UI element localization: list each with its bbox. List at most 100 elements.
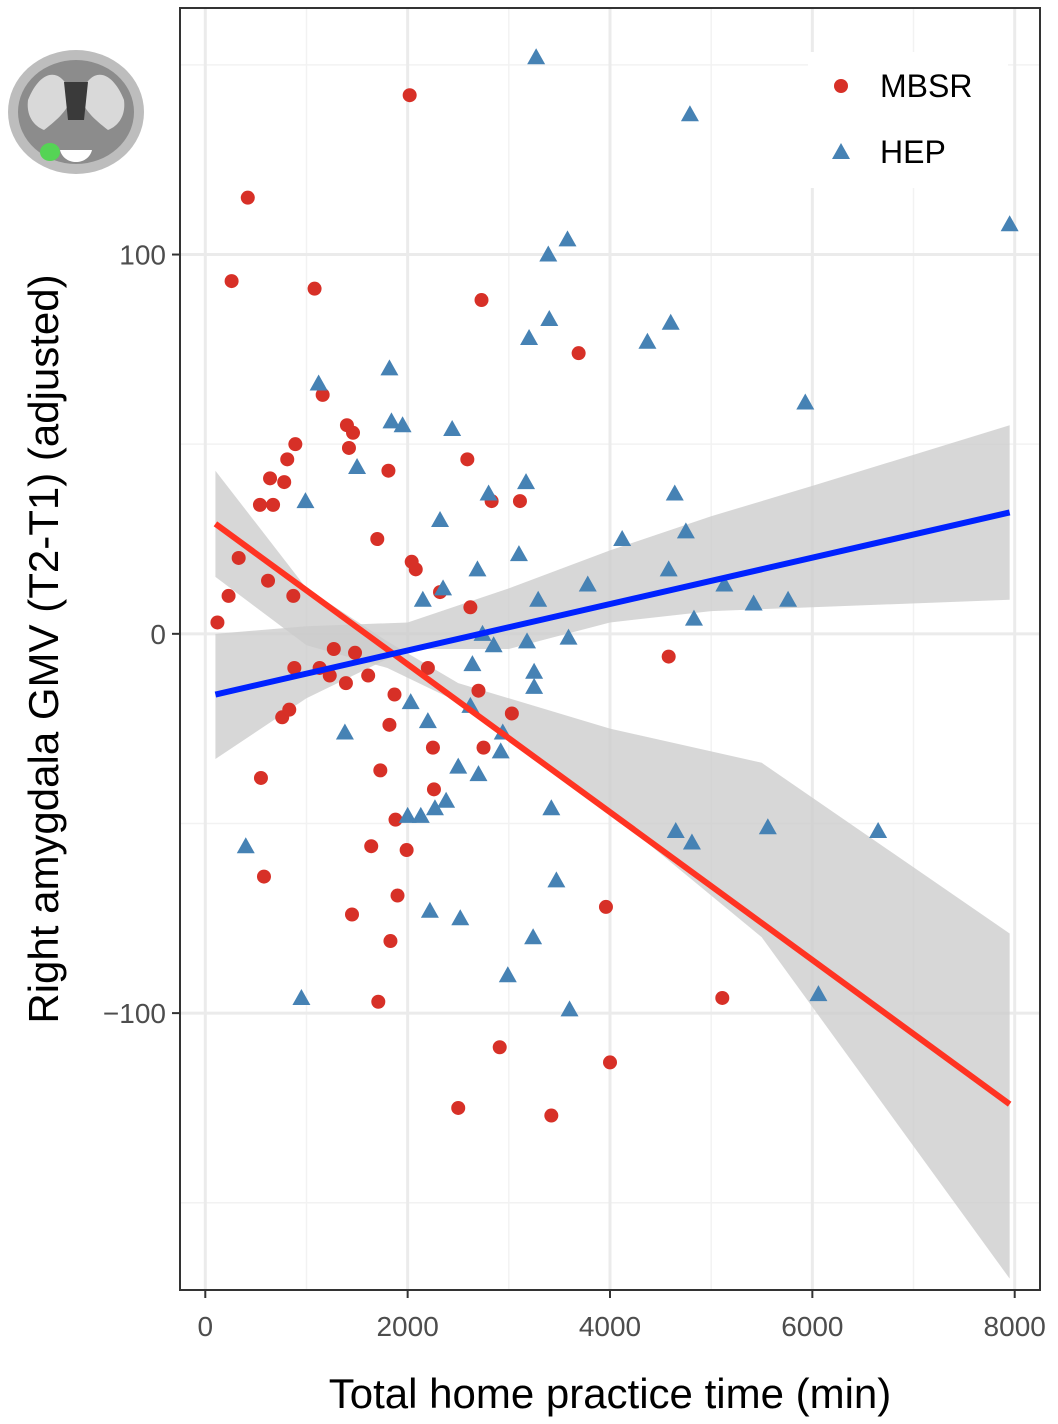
point-hep: [613, 530, 632, 547]
point-mbsr: [224, 274, 239, 289]
point-hep: [236, 837, 255, 854]
point-hep: [463, 655, 482, 672]
point-mbsr: [231, 550, 246, 565]
point-hep: [809, 985, 828, 1002]
point-mbsr: [420, 660, 435, 675]
point-mbsr: [263, 471, 278, 486]
point-mbsr: [346, 425, 361, 440]
point-hep: [665, 484, 684, 501]
y-axis-title: Right amygdala GMV (T2-T1) (adjusted): [20, 274, 67, 1023]
point-hep: [527, 48, 546, 65]
point-mbsr: [451, 1100, 466, 1115]
point-mbsr: [345, 907, 359, 922]
point-mbsr: [603, 1055, 617, 1070]
point-mbsr: [425, 740, 440, 755]
point-mbsr: [315, 387, 330, 402]
point-mbsr: [399, 843, 414, 858]
y-tick-label: −100: [103, 998, 166, 1029]
point-hep: [638, 332, 657, 349]
point-hep: [578, 575, 597, 592]
x-axis: 0 2000 4000 6000 8000: [198, 1290, 1046, 1342]
point-mbsr: [408, 562, 423, 577]
point-hep: [676, 522, 695, 539]
point-mbsr: [221, 588, 236, 603]
point-mbsr: [361, 668, 376, 683]
point-hep: [469, 765, 488, 782]
point-hep: [542, 799, 561, 816]
point-hep: [393, 416, 412, 433]
legend-key-mbsr: [834, 79, 848, 93]
point-mbsr: [390, 888, 405, 903]
point-mbsr: [476, 740, 491, 755]
point-hep: [659, 560, 678, 577]
point-hep: [779, 590, 798, 607]
point-mbsr: [307, 281, 322, 296]
point-mbsr: [661, 649, 676, 664]
fit-lines: [213, 509, 1012, 1107]
point-mbsr: [512, 494, 527, 509]
point-hep: [684, 609, 703, 626]
point-mbsr: [288, 437, 303, 452]
y-axis: −100 0 100: [103, 240, 180, 1029]
point-hep: [382, 412, 401, 429]
legend: MBSR HEP: [808, 52, 1008, 188]
point-hep: [1000, 215, 1019, 232]
point-mbsr: [474, 293, 489, 308]
point-hep: [434, 579, 453, 596]
point-mbsr: [471, 683, 486, 698]
point-mbsr: [286, 588, 301, 603]
point-mbsr: [504, 706, 519, 721]
confidence-bands: [215, 425, 1010, 1279]
point-hep: [431, 511, 450, 528]
point-hep: [292, 988, 311, 1005]
point-hep: [666, 822, 685, 839]
legend-label-hep: HEP: [880, 134, 946, 170]
brain-slice-inset-icon: [8, 50, 144, 174]
point-hep: [539, 245, 558, 262]
confidence-band-hep: [215, 425, 1010, 759]
point-mbsr: [544, 1108, 559, 1123]
point-hep: [744, 594, 763, 611]
point-hep: [296, 492, 315, 509]
point-hep: [413, 590, 432, 607]
point-hep: [547, 871, 566, 888]
point-hep: [509, 545, 528, 562]
point-hep: [661, 313, 680, 330]
point-hep: [680, 105, 699, 122]
legend-label-mbsr: MBSR: [880, 68, 972, 104]
point-mbsr: [460, 452, 475, 467]
point-hep: [479, 484, 498, 501]
legend-background: [808, 52, 1008, 188]
point-mbsr: [326, 642, 341, 656]
point-hep: [348, 457, 367, 474]
point-mbsr: [383, 934, 398, 949]
point-mbsr: [373, 763, 388, 778]
point-hep: [335, 723, 354, 740]
point-hep: [398, 806, 417, 823]
point-mbsr: [287, 660, 302, 675]
point-mbsr: [426, 782, 441, 797]
point-hep: [498, 966, 517, 983]
point-hep: [437, 791, 456, 808]
x-tick-label: 2000: [376, 1311, 438, 1342]
x-tick-label: 8000: [984, 1311, 1046, 1342]
confidence-band-mbsr: [215, 470, 1010, 1279]
point-hep: [401, 693, 420, 710]
point-mbsr: [256, 869, 271, 884]
point-hep: [520, 328, 539, 345]
point-mbsr: [277, 475, 292, 490]
point-hep: [758, 818, 777, 835]
fit-line-hep: [214, 509, 1011, 698]
point-hep: [524, 928, 543, 945]
point-hep: [443, 420, 462, 437]
point-hep: [715, 575, 734, 592]
point-mbsr: [266, 497, 281, 512]
fit-line-mbsr: [213, 521, 1012, 1107]
point-mbsr: [492, 1040, 507, 1055]
point-hep: [468, 560, 487, 577]
point-hep: [559, 628, 578, 645]
point-hep: [682, 833, 701, 850]
point-mbsr: [715, 990, 730, 1005]
point-hep: [449, 757, 468, 774]
point-mbsr: [253, 770, 268, 785]
